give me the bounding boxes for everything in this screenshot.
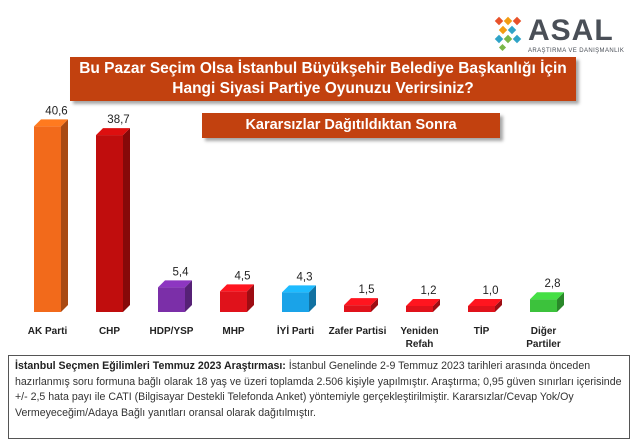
bar-top-6 — [406, 299, 440, 306]
category-label-0: AK Parti — [28, 326, 68, 337]
bar-front-3 — [220, 291, 247, 312]
category-label-line: Zafer Partisi — [329, 326, 387, 337]
bar-side-2 — [185, 280, 192, 312]
chart-title-line-2: Hangi Siyasi Partiye Oyunuzu Verirsiniz? — [172, 80, 474, 97]
bar-front-8 — [530, 299, 557, 312]
category-label-7: TİP — [474, 324, 490, 337]
category-label-line: MHP — [222, 326, 245, 337]
data-label-7: 1,0 — [483, 285, 499, 297]
bar-side-5 — [371, 298, 378, 312]
bar-chart: 40,6 AK Parti 38,7 CHP 5,4 HDP/YSP 4,5 MHP 4,3 İY… — [28, 105, 564, 350]
bar-front-1 — [96, 135, 123, 312]
bar-front-4 — [282, 292, 309, 312]
bar-front-0 — [34, 126, 61, 313]
bar-side-0 — [61, 119, 68, 313]
note-heading: İstanbul Seçmen Eğilimleri Temmuz 2023 A… — [15, 360, 286, 372]
category-label-1: CHP — [99, 326, 120, 337]
bar-top-1 — [96, 128, 130, 136]
bar-side-6 — [433, 299, 440, 312]
category-label-4: İYİ Parti — [277, 324, 314, 337]
data-label-1: 38,7 — [107, 114, 129, 126]
category-label-8: Diğer Partiler — [526, 326, 561, 350]
bar-side-4 — [309, 285, 316, 312]
bar-side-1 — [123, 128, 130, 312]
data-label-3: 4,5 — [235, 270, 251, 282]
bar-top-5 — [344, 298, 378, 306]
bar-top-4 — [282, 285, 316, 293]
category-label-3: MHP — [222, 326, 245, 337]
note-body: İstanbul Genelinde 2-9 Temmuz 2023 tarih… — [15, 360, 622, 419]
data-label-0: 40,6 — [45, 105, 67, 117]
category-label-line: Refah — [406, 339, 434, 350]
bar-side-3 — [247, 284, 254, 312]
asal-logo-mark-icon — [494, 16, 522, 52]
category-label-5: Zafer Partisi — [329, 326, 387, 337]
bar-front-6 — [406, 306, 433, 312]
chart-subtitle: Kararsızlar Dağıtıldıktan Sonra — [202, 113, 500, 138]
chart-title-box: Bu Pazar Seçim Olsa İstanbul Büyükşehir … — [70, 57, 576, 101]
methodology-note: İstanbul Seçmen Eğilimleri Temmuz 2023 A… — [8, 355, 630, 439]
bar-front-7 — [468, 306, 495, 312]
bar-top-8 — [530, 292, 564, 300]
bar-top-2 — [158, 280, 192, 288]
data-label-4: 4,3 — [297, 271, 313, 283]
bar-side-7 — [495, 299, 502, 312]
category-label-line: CHP — [99, 326, 120, 337]
chart-title-line-1: Bu Pazar Seçim Olsa İstanbul Büyükşehir … — [79, 60, 567, 77]
data-label-2: 5,4 — [173, 266, 190, 278]
category-label-6: Yeniden Refah — [400, 326, 438, 350]
asal-logo: ASAL ARAŞTIRMA VE DANIŞMANLIK — [494, 14, 634, 58]
category-label-line: Yeniden — [400, 326, 438, 337]
bar-side-8 — [557, 292, 564, 312]
bar-front-2 — [158, 287, 185, 312]
data-label-8: 2,8 — [545, 278, 561, 290]
category-label-line: Partiler — [526, 339, 561, 350]
data-label-6: 1,2 — [421, 285, 437, 297]
bar-top-7 — [468, 299, 502, 306]
bar-front-5 — [344, 305, 371, 312]
category-label-line: İYİ Parti — [277, 324, 314, 337]
category-label-line: Diğer — [531, 326, 557, 337]
category-label-line: AK Parti — [28, 326, 68, 337]
brand-name: ASAL — [528, 14, 614, 47]
category-label-2: HDP/YSP — [150, 326, 194, 337]
bar-top-3 — [220, 284, 254, 292]
category-label-line: TİP — [474, 324, 490, 337]
brand-tagline: ARAŞTIRMA VE DANIŞMANLIK — [528, 48, 625, 54]
data-label-5: 1,5 — [359, 284, 375, 296]
category-label-line: HDP/YSP — [150, 326, 194, 337]
bar-top-0 — [34, 119, 68, 127]
